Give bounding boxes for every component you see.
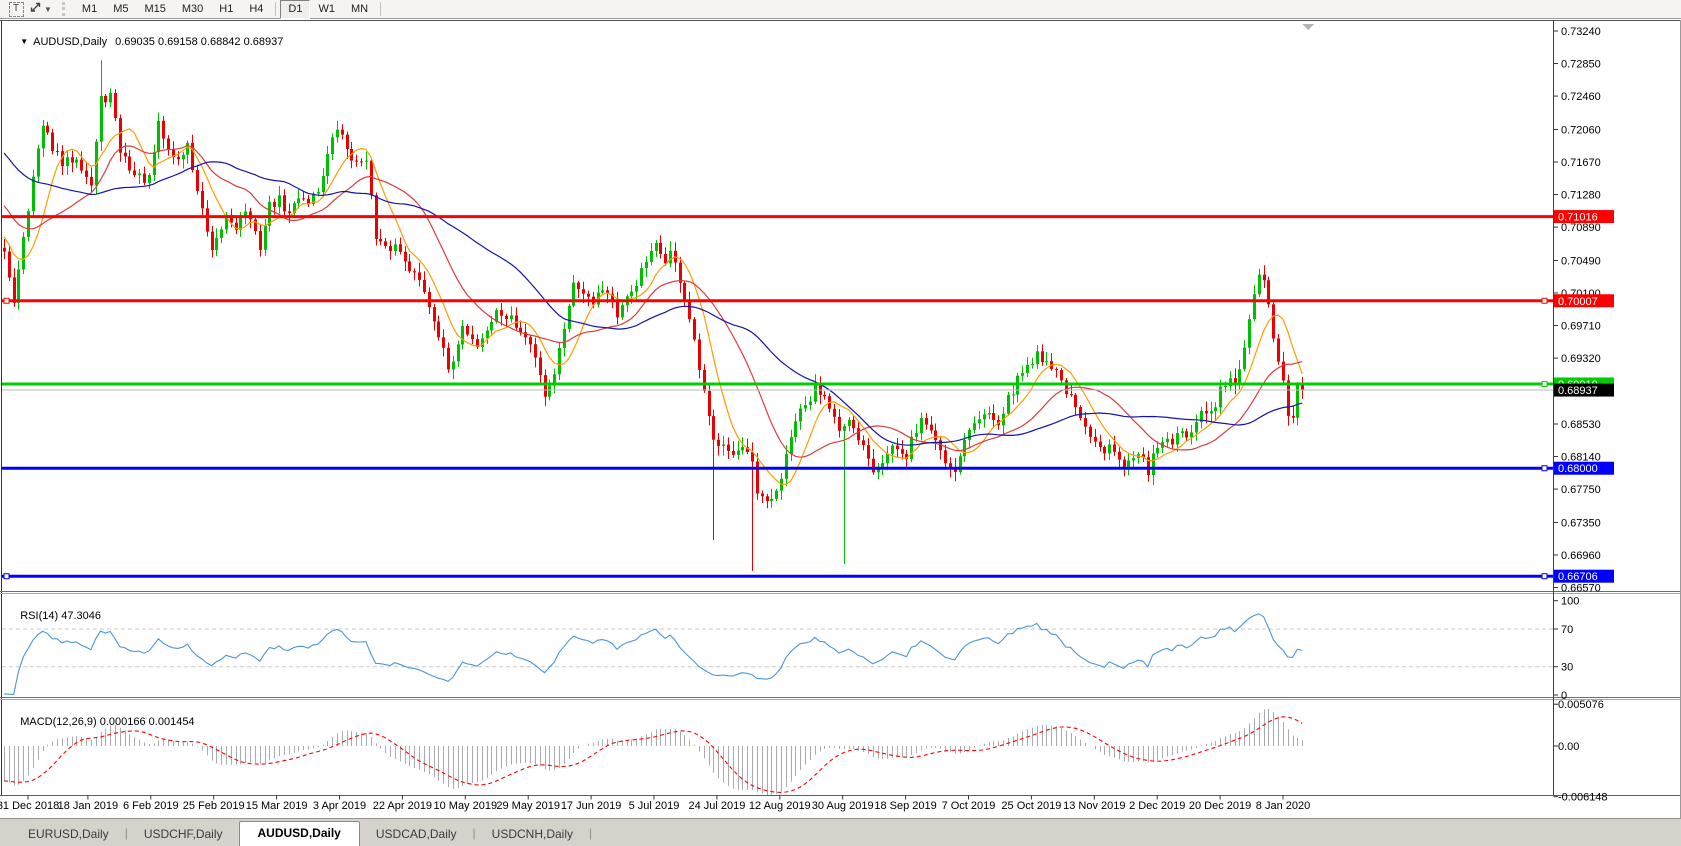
dropdown-caret-icon: ▼ — [44, 4, 52, 14]
svg-text:10 May 2019: 10 May 2019 — [433, 800, 497, 812]
svg-text:70: 70 — [1561, 624, 1573, 636]
svg-text:0.70490: 0.70490 — [1561, 255, 1601, 267]
svg-text:0.72460: 0.72460 — [1561, 91, 1601, 103]
svg-text:0.69710: 0.69710 — [1561, 321, 1601, 333]
svg-text:0.00: 0.00 — [1558, 741, 1579, 753]
horizontal-lines — [2, 215, 1553, 580]
svg-text:25 Feb 2019: 25 Feb 2019 — [183, 800, 245, 812]
chart-canvas[interactable]: 0.73240 0.72850 0.72460 0.72060 0.71670 0.712… — [0, 20, 1681, 818]
svg-text:5 Jul 2019: 5 Jul 2019 — [629, 800, 680, 812]
timeframe-button-m15[interactable]: M15 — [144, 2, 166, 15]
tab-eurusd[interactable]: EURUSD,Daily — [28, 827, 109, 841]
text-tool-icon: T — [8, 1, 24, 17]
svg-text:29 May 2019: 29 May 2019 — [496, 800, 560, 812]
svg-text:0: 0 — [1561, 690, 1567, 702]
svg-text:0.70007: 0.70007 — [1558, 296, 1598, 308]
cursor-tool-button[interactable]: ▼ — [28, 0, 53, 18]
timeframe-button-m1[interactable]: M1 — [81, 2, 98, 15]
svg-text:0.005076: 0.005076 — [1558, 699, 1604, 711]
svg-text:0.70890: 0.70890 — [1561, 222, 1601, 234]
shift-marker-icon — [1302, 24, 1315, 30]
toolbar: T ▼ M1 M5 M15 M30 H1 H4 D1 W1 MN — [0, 0, 1681, 19]
timeframe-buttons: M1 M5 M15 M30 H1 H4 D1 W1 MN — [74, 0, 376, 19]
svg-text:30: 30 — [1561, 662, 1573, 674]
svg-text:0.68937: 0.68937 — [1558, 385, 1598, 397]
svg-text:0.69320: 0.69320 — [1561, 353, 1601, 365]
timeframe-button-h4[interactable]: H4 — [249, 2, 264, 15]
tab-separator: | — [124, 826, 128, 840]
svg-text:18 Jan 2019: 18 Jan 2019 — [58, 800, 119, 812]
svg-text:15 Mar 2019: 15 Mar 2019 — [246, 800, 308, 812]
svg-text:0.68530: 0.68530 — [1561, 419, 1601, 431]
svg-text:25 Oct 2019: 25 Oct 2019 — [1001, 800, 1061, 812]
svg-text:6 Feb 2019: 6 Feb 2019 — [123, 800, 179, 812]
svg-text:7 Oct 2019: 7 Oct 2019 — [942, 800, 996, 812]
svg-text:0.71016: 0.71016 — [1558, 212, 1598, 224]
toolbar-separator — [275, 2, 277, 16]
svg-text:8 Jan 2020: 8 Jan 2020 — [1256, 800, 1310, 812]
toolbar-separator — [380, 2, 382, 16]
svg-text:0.66570: 0.66570 — [1561, 583, 1601, 595]
text-tool-button[interactable]: T — [6, 0, 26, 18]
chart-window: 0.73240 0.72850 0.72460 0.72060 0.71670 0.712… — [0, 20, 1681, 818]
svg-text:0.68000: 0.68000 — [1558, 463, 1598, 475]
svg-text:2 Dec 2019: 2 Dec 2019 — [1129, 800, 1185, 812]
diagonal-arrows-icon — [29, 1, 42, 17]
svg-text:0.73240: 0.73240 — [1561, 26, 1601, 38]
svg-text:0.72850: 0.72850 — [1561, 59, 1601, 71]
svg-text:0.71280: 0.71280 — [1561, 190, 1601, 202]
svg-text:22 Apr 2019: 22 Apr 2019 — [373, 800, 432, 812]
indicator-axes: 100 70 30 00.005076 0.00 -0.006148 — [1553, 596, 1608, 804]
svg-text:0.66960: 0.66960 — [1561, 550, 1601, 562]
svg-text:0.67350: 0.67350 — [1561, 517, 1601, 529]
timeframe-button-mn[interactable]: MN — [350, 2, 369, 15]
candlesticks — [3, 60, 1304, 571]
price-axis: 0.73240 0.72850 0.72460 0.72060 0.71670 0.712… — [1553, 26, 1614, 595]
ma-medium-line — [3, 144, 1303, 458]
tab-usdchf[interactable]: USDCHF,Daily — [143, 827, 223, 841]
svg-text:30 Aug 2019: 30 Aug 2019 — [812, 800, 874, 812]
svg-text:12 Aug 2019: 12 Aug 2019 — [749, 800, 811, 812]
svg-text:0.67750: 0.67750 — [1561, 484, 1601, 496]
svg-text:0.68140: 0.68140 — [1561, 452, 1601, 464]
timeframe-button-m30[interactable]: M30 — [181, 2, 204, 15]
tab-usdcnh[interactable]: USDCNH,Daily — [491, 827, 574, 841]
tab-separator: | — [589, 826, 593, 840]
rsi-line — [3, 613, 1303, 695]
timeframe-button-d1[interactable]: D1 — [280, 0, 311, 19]
chart-tabs-bar: EURUSD,Daily | USDCHF,Daily AUDUSD,Daily USD… — [0, 818, 1681, 846]
svg-text:31 Dec 2018: 31 Dec 2018 — [0, 800, 59, 812]
tab-audusd[interactable]: AUDUSD,Daily — [238, 821, 360, 846]
ma-slow-line — [3, 152, 1303, 446]
svg-text:-0.006148: -0.006148 — [1558, 792, 1608, 804]
macd-histogram — [4, 708, 1303, 795]
svg-text:0.66706: 0.66706 — [1558, 571, 1598, 583]
tab-usdcad[interactable]: USDCAD,Daily — [375, 827, 457, 841]
timeframe-button-w1[interactable]: W1 — [318, 2, 335, 15]
toolbar-grip[interactable] — [61, 2, 68, 16]
svg-text:13 Nov 2019: 13 Nov 2019 — [1063, 800, 1125, 812]
macd-signal-line — [3, 716, 1303, 793]
svg-text:0.72060: 0.72060 — [1561, 124, 1601, 136]
timeframe-button-h1[interactable]: H1 — [219, 2, 234, 15]
rsi-level-lines — [2, 628, 1553, 668]
svg-text:24 Jul 2019: 24 Jul 2019 — [688, 800, 745, 812]
svg-text:3 Apr 2019: 3 Apr 2019 — [313, 800, 366, 812]
svg-text:20 Dec 2019: 20 Dec 2019 — [1189, 800, 1251, 812]
svg-text:18 Sep 2019: 18 Sep 2019 — [874, 800, 936, 812]
svg-text:17 Jun 2019: 17 Jun 2019 — [561, 800, 622, 812]
svg-text:100: 100 — [1561, 596, 1579, 608]
svg-text:0.71670: 0.71670 — [1561, 157, 1601, 169]
timeframe-button-m5[interactable]: M5 — [113, 2, 129, 15]
ma-fast-line — [3, 128, 1303, 486]
tab-separator: | — [472, 826, 476, 840]
